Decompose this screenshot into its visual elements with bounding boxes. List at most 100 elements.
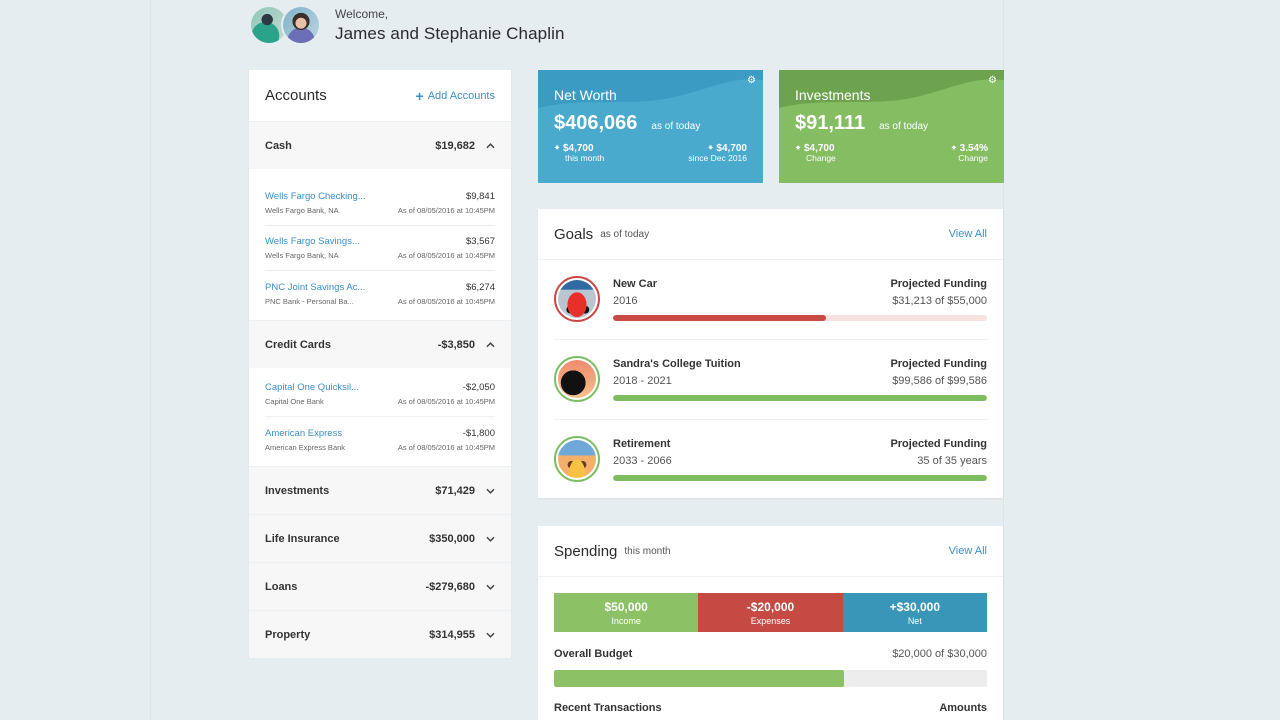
account-group-life-insurance[interactable]: Life Insurance $350,000 — [249, 514, 511, 562]
group-amount: $71,429 — [435, 484, 475, 497]
account-group-property[interactable]: Property $314,955 — [249, 610, 511, 658]
arrow-down-icon: 🠻 — [554, 143, 561, 154]
stat-label: Change — [806, 153, 836, 163]
overall-budget-value: $20,000 of $30,000 — [892, 648, 987, 660]
amounts-label: Amounts — [939, 702, 987, 714]
account-name-link[interactable]: PNC Joint Savings Ac... — [265, 281, 366, 293]
goal-dates: 2018 - 2021 — [613, 375, 672, 387]
goal-item[interactable]: New Car 2016 Projected Funding $31,213 o… — [554, 260, 987, 340]
overall-budget-label: Overall Budget — [554, 648, 633, 660]
goal-dates: 2033 - 2066 — [613, 455, 672, 467]
chevron-down-icon[interactable] — [475, 486, 495, 496]
goals-view-all-link[interactable]: View All — [948, 228, 987, 240]
income-label: Income — [611, 615, 641, 626]
account-amount: $9,841 — [465, 191, 495, 202]
account-amount: $3,567 — [465, 236, 495, 247]
income-cell[interactable]: $50,000 Income — [554, 593, 699, 632]
recent-transactions-label: Recent Transactions — [554, 702, 662, 714]
account-item[interactable]: Wells Fargo Checking... Wells Fargo Bank… — [265, 181, 495, 226]
goal-progress-bar — [613, 395, 987, 401]
account-name-link[interactable]: American Express — [265, 427, 343, 439]
chevron-up-icon[interactable] — [475, 141, 495, 151]
stat-label: since Dec 2016 — [688, 153, 747, 163]
account-bank: Capital One Bank — [265, 397, 324, 406]
expenses-label: Expenses — [750, 615, 791, 626]
beach-image — [554, 436, 600, 482]
goal-dates: 2016 — [613, 295, 638, 307]
investments-value: $91,111 — [795, 112, 866, 134]
chevron-up-icon[interactable] — [475, 340, 495, 350]
account-bank: Wells Fargo Bank, NA — [265, 206, 339, 215]
add-accounts-label: Add Accounts — [427, 89, 495, 102]
account-item[interactable]: American Express American Express Bank -… — [265, 417, 495, 462]
avatar-stephanie[interactable] — [281, 5, 321, 45]
user-name: James and Stephanie Chaplin — [335, 23, 565, 43]
investments-percent-change: 🠹 3.54% Change — [951, 143, 988, 163]
goal-name: Retirement — [613, 438, 671, 450]
account-item[interactable]: Capital One Quicksil... Capital One Bank… — [265, 372, 495, 417]
account-bank: Wells Fargo Bank, NA — [265, 251, 339, 260]
account-group-investments[interactable]: Investments $71,429 — [249, 466, 511, 514]
account-amount: -$2,050 — [462, 382, 495, 393]
spending-view-all-link[interactable]: View All — [948, 545, 987, 557]
account-item[interactable]: Wells Fargo Savings... Wells Fargo Bank,… — [265, 226, 495, 271]
net-worth-since-change: 🠻 $4,700 since Dec 2016 — [688, 143, 747, 163]
avatar-james[interactable] — [249, 5, 289, 45]
net-worth-month-change: 🠻 $4,700 this month — [554, 143, 604, 163]
welcome-header: Welcome, James and Stephanie Chaplin — [249, 4, 565, 46]
overall-budget-bar — [554, 670, 987, 687]
stat-label: this month — [565, 153, 605, 163]
stat-value: $4,700 — [562, 143, 594, 154]
gear-icon[interactable]: ⚙ — [988, 75, 997, 86]
chevron-down-icon[interactable] — [475, 534, 495, 544]
goals-panel: Goals as of today View All New Car 2016 … — [538, 209, 1003, 498]
goal-item[interactable]: Retirement 2033 - 2066 Projected Funding… — [554, 420, 987, 500]
arrow-up-icon: 🠹 — [795, 143, 802, 154]
account-group-credit-cards[interactable]: Credit Cards -$3,850 — [249, 320, 511, 368]
goal-progress-fill — [613, 395, 987, 401]
expenses-cell[interactable]: -$20,000 Expenses — [698, 593, 843, 632]
group-name: Loans — [265, 580, 298, 593]
account-group-loans[interactable]: Loans -$279,680 — [249, 562, 511, 610]
account-bank: American Express Bank — [265, 442, 346, 452]
account-amount: $6,274 — [465, 281, 495, 293]
account-group-cash[interactable]: Cash $19,682 — [249, 121, 511, 169]
plus-icon: + — [415, 87, 424, 104]
tile-wave-decoration — [779, 70, 1004, 108]
goal-progress-bar — [613, 475, 987, 481]
projected-funding-value: 35 of 35 years — [917, 455, 987, 467]
account-name-link[interactable]: Capital One Quicksil... — [265, 382, 359, 393]
account-item[interactable]: PNC Joint Savings Ac... PNC Bank - Perso… — [265, 271, 495, 316]
goal-progress-fill — [613, 475, 987, 481]
account-bank: PNC Bank - Personal Ba... — [265, 296, 354, 306]
goal-progress-fill — [613, 315, 827, 321]
gear-icon[interactable]: ⚙ — [747, 75, 756, 86]
welcome-label: Welcome, — [335, 6, 389, 21]
investments-title: Investments — [795, 87, 871, 103]
group-name: Credit Cards — [265, 338, 332, 351]
projected-funding-label: Projected Funding — [890, 278, 987, 290]
net-worth-title: Net Worth — [554, 87, 617, 103]
goal-item[interactable]: Sandra's College Tuition 2018 - 2021 Pro… — [554, 340, 987, 420]
account-name-link[interactable]: Wells Fargo Checking... — [265, 191, 366, 202]
group-name: Property — [265, 628, 311, 641]
page-edge-left — [150, 0, 151, 720]
spending-title: Spending — [554, 542, 618, 560]
stat-label: Change — [958, 153, 988, 163]
group-name: Investments — [265, 484, 330, 497]
group-amount: $19,682 — [435, 139, 475, 152]
spending-subtitle: this month — [624, 545, 671, 557]
add-accounts-button[interactable]: + Add Accounts — [416, 89, 495, 103]
chevron-down-icon[interactable] — [475, 582, 495, 592]
account-amount: -$1,800 — [462, 427, 495, 439]
spending-panel: Spending this month View All $50,000 Inc… — [538, 526, 1003, 720]
chevron-down-icon[interactable] — [475, 630, 495, 640]
tile-wave-decoration — [538, 70, 763, 108]
car-image — [554, 276, 600, 322]
account-name-link[interactable]: Wells Fargo Savings... — [265, 236, 360, 247]
user-avatars[interactable] — [249, 5, 325, 45]
net-cell[interactable]: +$30,000 Net — [842, 593, 987, 632]
investments-tile[interactable]: ⚙ Investments $91,111 as of today 🠹 $4,7… — [779, 70, 1004, 183]
projected-funding-value: $99,586 of $99,586 — [892, 375, 987, 387]
net-worth-tile[interactable]: ⚙ Net Worth $406,066 as of today 🠻 $4,70… — [538, 70, 763, 183]
